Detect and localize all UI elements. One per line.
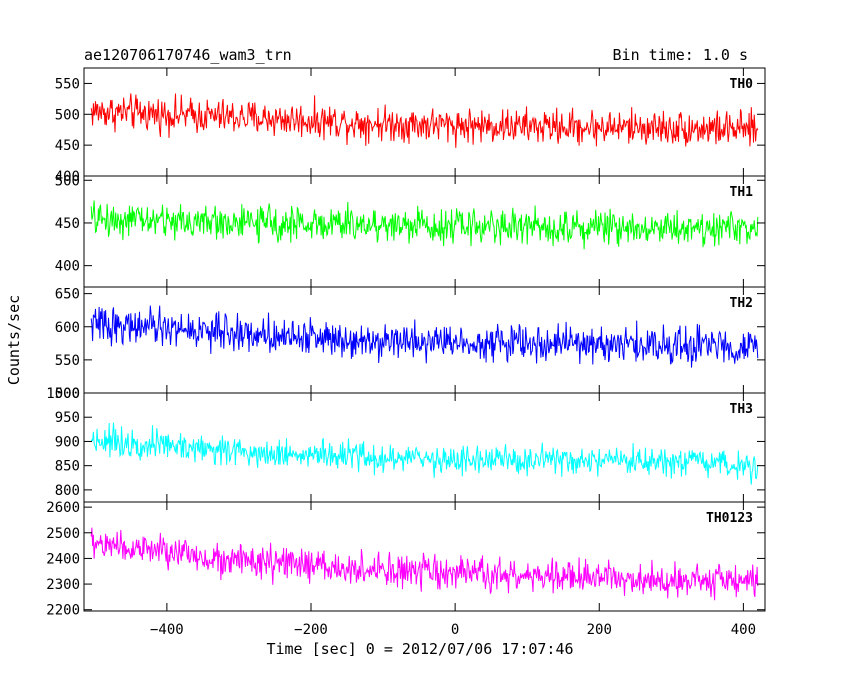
panel-th2: 500 550 600 650 TH2: [55, 286, 766, 402]
x-tick-label: −400: [150, 622, 184, 638]
y-tick-label: 650: [55, 287, 80, 303]
x-tick-label: −200: [294, 622, 328, 638]
y-axis-label: Counts/sec: [5, 295, 23, 385]
panel-th1: 400 450 500 TH1: [55, 173, 766, 288]
y-tick-label: 500: [55, 173, 80, 189]
series-line-th3: [90, 422, 759, 485]
panels: 400 450 500 550 TH0 400 450 500 TH1 500 550 600 650 T…: [46, 67, 766, 638]
y-tick-label: 400: [55, 169, 80, 185]
series-line-th0: [90, 93, 759, 148]
x-axis-label: Time [sec] 0 = 2012/07/06 17:07:46: [266, 640, 573, 658]
series-line-th0123: [90, 527, 759, 601]
series-label-th2: TH2: [730, 296, 753, 311]
y-tick-label: 800: [55, 483, 80, 499]
panel-th3: 800 850 900 950 1000 TH3: [46, 386, 766, 503]
bin-time-label: Bin time: 1.0 s: [613, 46, 748, 64]
y-tick-label: 500: [55, 386, 80, 402]
panel-frame: [83, 501, 766, 612]
y-tick-label: 2600: [46, 500, 80, 516]
series-label-th1: TH1: [730, 185, 754, 200]
y-tick-label: 1000: [46, 386, 80, 402]
x-tick-label: 400: [731, 622, 756, 638]
y-tick-label: 2400: [46, 551, 80, 567]
panel-th0123: 2200 2300 2400 2500 2600 TH0123: [46, 500, 766, 619]
series-label-th0123: TH0123: [706, 511, 753, 526]
series-line-th1: [90, 200, 759, 250]
y-tick-label: 950: [55, 410, 80, 426]
x-tick-label: 0: [451, 622, 459, 638]
y-tick-label: 2200: [46, 603, 80, 619]
y-tick-label: 600: [55, 320, 80, 336]
series-label-th0: TH0: [730, 77, 754, 92]
series-line-th2: [90, 305, 759, 368]
y-tick-label: 2300: [46, 577, 80, 593]
y-tick-label: 900: [55, 434, 80, 450]
y-tick-label: 2500: [46, 526, 80, 542]
y-tick-label: 850: [55, 459, 80, 475]
y-tick-label: 500: [55, 107, 80, 123]
series-label-th3: TH3: [730, 402, 753, 417]
x-tick-label: 200: [587, 622, 612, 638]
y-tick-label: 550: [55, 353, 80, 369]
y-tick-label: 400: [55, 259, 80, 275]
y-tick-label: 550: [55, 76, 80, 92]
panel-th0: 400 450 500 550 TH0: [55, 67, 766, 185]
y-tick-label: 450: [55, 138, 80, 154]
chart-title: ae120706170746_wam3_trn: [84, 46, 292, 64]
y-tick-label: 450: [55, 216, 80, 232]
